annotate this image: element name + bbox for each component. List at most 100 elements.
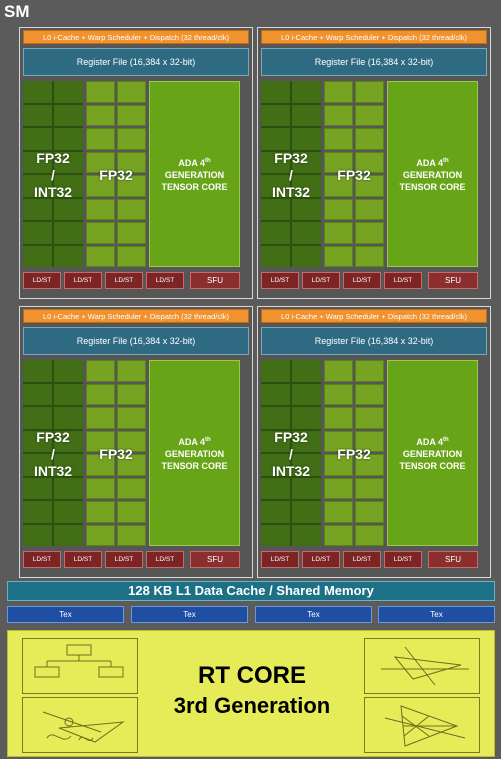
tensor-core-gen: ADA 4 bbox=[178, 437, 205, 447]
tensor-core-line: TENSOR CORE bbox=[161, 182, 228, 192]
tensor-core-sup: th bbox=[443, 158, 449, 164]
core-cell bbox=[23, 524, 52, 546]
fp32-int32-cores bbox=[261, 360, 321, 546]
core-cell bbox=[86, 245, 115, 267]
core-cell bbox=[23, 477, 52, 499]
fp32-int32-label-line: / bbox=[51, 167, 55, 183]
core-cell bbox=[292, 104, 321, 126]
l0-icache-warp-scheduler: L0 i-Cache + Warp Scheduler + Dispatch (… bbox=[23, 30, 249, 44]
ld-st-unit: LD/ST bbox=[261, 272, 299, 289]
fp32-int32-label-line: FP32 bbox=[36, 150, 70, 166]
core-cell bbox=[54, 360, 83, 382]
register-file: Register File (16,384 x 32-bit) bbox=[261, 48, 487, 76]
core-cell bbox=[261, 383, 290, 405]
core-cell bbox=[117, 383, 146, 405]
core-cell bbox=[23, 81, 52, 103]
fp32-int32-label-line: / bbox=[51, 446, 55, 462]
core-cell bbox=[324, 477, 353, 499]
core-cell bbox=[355, 245, 384, 267]
core-cell bbox=[261, 175, 290, 197]
fp32-cores bbox=[324, 81, 384, 267]
tex-unit: Tex bbox=[131, 606, 248, 623]
core-cell bbox=[23, 175, 52, 197]
bvh-tree-icon bbox=[22, 638, 138, 694]
core-cell bbox=[117, 245, 146, 267]
fp32-int32-label-line: FP32 bbox=[36, 429, 70, 445]
processing-block: L0 i-Cache + Warp Scheduler + Dispatch (… bbox=[257, 27, 491, 299]
core-cell bbox=[292, 454, 321, 476]
processing-block: L0 i-Cache + Warp Scheduler + Dispatch (… bbox=[19, 27, 253, 299]
core-cell bbox=[23, 383, 52, 405]
ld-st-unit: LD/ST bbox=[343, 272, 381, 289]
core-cell bbox=[324, 360, 353, 382]
core-cell bbox=[23, 245, 52, 267]
fp32-int32-label: FP32/INT32 bbox=[23, 150, 83, 201]
tensor-core-gen: ADA 4 bbox=[178, 158, 205, 168]
core-cell bbox=[324, 407, 353, 429]
processing-block: L0 i-Cache + Warp Scheduler + Dispatch (… bbox=[19, 306, 253, 578]
core-cell bbox=[261, 360, 290, 382]
fp32-cores bbox=[86, 360, 146, 546]
core-cell bbox=[355, 501, 384, 523]
micro-mesh-icon bbox=[364, 697, 480, 753]
core-cell bbox=[86, 524, 115, 546]
core-cell bbox=[261, 128, 290, 150]
core-cell bbox=[54, 128, 83, 150]
core-cell bbox=[23, 104, 52, 126]
l0-icache-warp-scheduler: L0 i-Cache + Warp Scheduler + Dispatch (… bbox=[261, 309, 487, 323]
core-cell bbox=[117, 524, 146, 546]
ld-st-unit: LD/ST bbox=[146, 272, 184, 289]
core-cell bbox=[54, 81, 83, 103]
core-cell bbox=[324, 81, 353, 103]
core-cell bbox=[324, 104, 353, 126]
core-cell bbox=[355, 407, 384, 429]
core-cell bbox=[261, 454, 290, 476]
tensor-core: ADA 4th GENERATION TENSOR CORE bbox=[387, 360, 478, 546]
fp32-int32-label: FP32/INT32 bbox=[261, 429, 321, 480]
core-cell bbox=[261, 524, 290, 546]
core-cell bbox=[54, 198, 83, 220]
core-cell bbox=[54, 383, 83, 405]
core-cell bbox=[54, 245, 83, 267]
core-cell bbox=[23, 430, 52, 452]
core-cell bbox=[292, 430, 321, 452]
tensor-core-line: ADA 4th bbox=[416, 434, 448, 448]
core-cell bbox=[324, 501, 353, 523]
fp32-label: FP32 bbox=[337, 167, 371, 183]
core-cell bbox=[292, 245, 321, 267]
core-cell bbox=[86, 128, 115, 150]
fp32-int32-label-line: / bbox=[289, 446, 293, 462]
core-cell bbox=[117, 175, 146, 197]
register-file: Register File (16,384 x 32-bit) bbox=[261, 327, 487, 355]
core-cell bbox=[117, 198, 146, 220]
ld-st-unit: LD/ST bbox=[105, 551, 143, 568]
core-cell bbox=[54, 524, 83, 546]
tensor-core-line: GENERATION bbox=[164, 170, 225, 180]
rt-core-block: RT CORE 3rd Generation bbox=[7, 630, 495, 757]
core-cell bbox=[261, 407, 290, 429]
core-cell bbox=[292, 407, 321, 429]
ld-st-unit: LD/ST bbox=[384, 272, 422, 289]
fp32-int32-label-line: FP32 bbox=[274, 150, 308, 166]
core-cell bbox=[355, 175, 384, 197]
sfu-unit: SFU bbox=[428, 551, 478, 568]
core-cell bbox=[86, 454, 115, 476]
core-cell bbox=[292, 383, 321, 405]
core-cell bbox=[54, 501, 83, 523]
ld-st-unit: LD/ST bbox=[384, 551, 422, 568]
core-cell bbox=[23, 501, 52, 523]
ld-st-unit: LD/ST bbox=[64, 551, 102, 568]
core-cell bbox=[292, 524, 321, 546]
core-cell bbox=[292, 175, 321, 197]
core-cell bbox=[23, 454, 52, 476]
core-cell bbox=[355, 128, 384, 150]
tensor-core-line: TENSOR CORE bbox=[399, 461, 466, 471]
core-cell bbox=[86, 81, 115, 103]
ld-st-unit: LD/ST bbox=[302, 272, 340, 289]
core-cell bbox=[355, 198, 384, 220]
core-cell bbox=[23, 151, 52, 173]
core-cell bbox=[86, 104, 115, 126]
ld-st-unit: LD/ST bbox=[64, 272, 102, 289]
tex-unit: Tex bbox=[378, 606, 495, 623]
